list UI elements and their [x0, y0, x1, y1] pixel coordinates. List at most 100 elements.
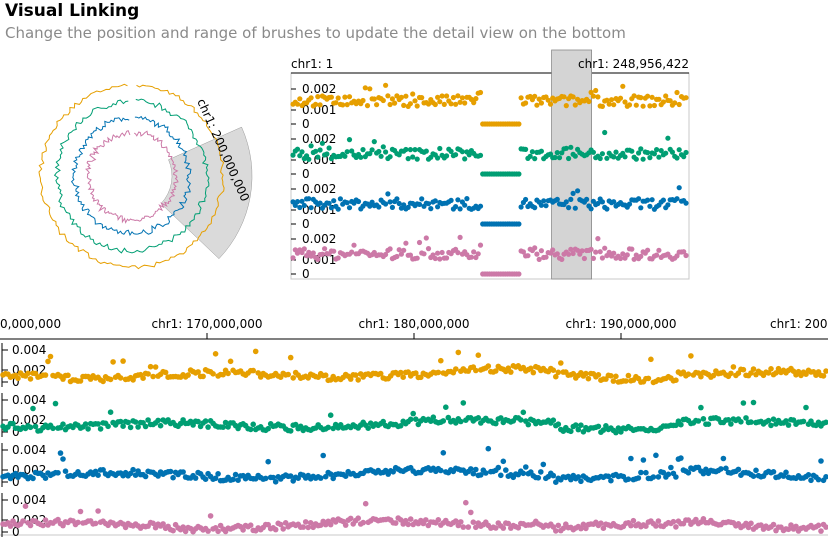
detail-point: [570, 370, 577, 377]
linear-point: [663, 150, 669, 156]
detail-point: [503, 467, 509, 473]
detail-point: [625, 372, 632, 379]
detail-point: [287, 354, 294, 361]
linear-point: [599, 199, 606, 205]
detail-point: [150, 373, 156, 380]
detail-point: [500, 525, 507, 531]
detail-point: [695, 418, 702, 424]
detail-point: [317, 475, 324, 481]
linear-point: [462, 100, 468, 106]
linear-point: [392, 100, 398, 106]
linear-point: [534, 251, 540, 257]
linear-point: [647, 155, 653, 161]
linear-point: [570, 250, 576, 257]
detail-point: [473, 466, 479, 473]
detail-point: [458, 519, 464, 525]
detail-xtick-label-3: chr1: 190,000,000: [566, 317, 677, 331]
detail-point: [770, 521, 777, 528]
linear-point: [328, 94, 334, 100]
linear-track-2-ytick-1: 0.001: [302, 153, 336, 167]
detail-point: [823, 368, 828, 374]
detail-point: [155, 473, 161, 479]
detail-point: [212, 351, 219, 357]
linear-point: [297, 204, 303, 211]
detail-point: [700, 416, 707, 422]
detail-point: [445, 414, 452, 421]
linear-point: [683, 252, 689, 259]
detail-point: [440, 450, 447, 456]
detail-point: [45, 358, 51, 365]
linear-point: [656, 96, 662, 102]
detail-point: [655, 474, 662, 480]
linear-point: [636, 196, 642, 202]
linear-point: [599, 151, 606, 157]
linear-point: [572, 153, 578, 159]
linear-point: [453, 204, 459, 210]
detail-point: [808, 477, 814, 484]
detail-point: [117, 418, 124, 425]
detail-point: [575, 426, 582, 433]
linear-point: [349, 249, 355, 255]
linear-point: [608, 97, 615, 103]
detail-point: [673, 524, 679, 530]
linear-brush[interactable]: [551, 49, 592, 280]
detail-point: [30, 475, 36, 482]
linear-point: [568, 246, 574, 252]
linear-point: [299, 198, 305, 204]
linear-point: [313, 101, 319, 107]
detail-point: [473, 367, 479, 374]
linear-point: [602, 245, 608, 251]
linear-point: [611, 102, 617, 108]
linear-point: [324, 151, 330, 157]
detail-point: [468, 509, 474, 516]
linear-point: [308, 205, 314, 211]
linear-point: [631, 93, 637, 99]
linear-point: [351, 242, 357, 248]
linear-point: [538, 248, 545, 254]
detail-point: [215, 471, 221, 477]
circular-brush[interactable]: [160, 126, 253, 260]
linear-axis-start-label: chr1: 1: [291, 57, 333, 71]
linear-point: [593, 249, 599, 255]
linear-point: [310, 250, 316, 256]
linear-point: [448, 197, 454, 203]
linear-point: [638, 253, 644, 259]
detail-point: [738, 419, 744, 425]
detail-point: [485, 363, 492, 369]
detail-point: [678, 455, 684, 461]
linear-track-3-ytick-2: 0: [302, 217, 310, 231]
linear-track-1-ytick-1: 0.001: [302, 103, 336, 117]
linear-point: [335, 206, 341, 212]
detail-point: [673, 474, 679, 480]
detail-point: [553, 373, 559, 380]
linear-point: [663, 93, 669, 99]
linear-point: [376, 204, 382, 210]
detail-point: [523, 464, 529, 470]
linear-point: [656, 154, 662, 160]
linear-point: [570, 190, 576, 196]
detail-point: [40, 522, 46, 529]
detail-point: [635, 475, 642, 481]
linear-point: [403, 93, 409, 99]
linear-point: [355, 198, 362, 205]
linear-point: [419, 95, 425, 101]
detail-point: [555, 421, 562, 428]
linear-point: [340, 102, 346, 108]
linear-point: [624, 252, 630, 258]
detail-point: [42, 475, 49, 482]
linear-point: [674, 196, 680, 202]
detail-point: [207, 513, 214, 519]
linear-point: [532, 205, 538, 211]
detail-point: [50, 425, 56, 432]
linear-point: [477, 152, 484, 158]
linear-point: [647, 103, 653, 109]
linear-point: [299, 149, 305, 155]
detail-point: [10, 420, 16, 427]
linear-point: [387, 199, 393, 205]
linear-point: [306, 196, 312, 202]
linear-point: [380, 97, 386, 104]
linear-point: [536, 256, 542, 262]
linear-point: [527, 153, 533, 159]
linear-point: [584, 196, 590, 202]
